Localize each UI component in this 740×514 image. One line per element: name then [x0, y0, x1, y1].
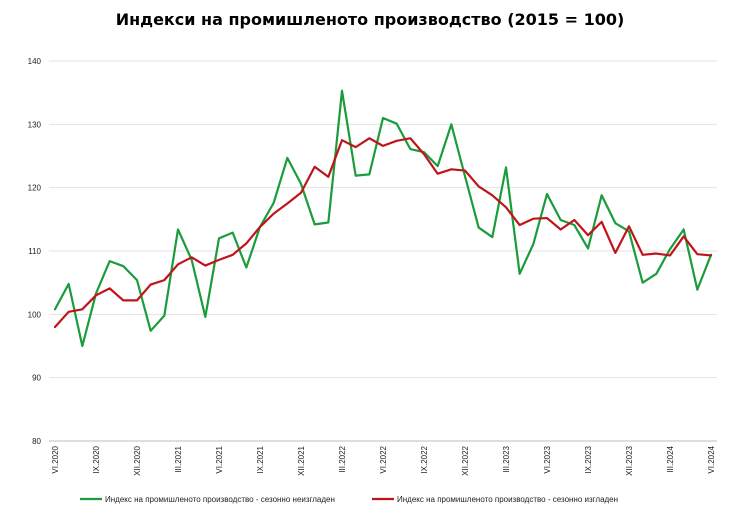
x-tick-label: III.2024 [666, 445, 675, 472]
chart-title: Индекси на промишленото производство (20… [115, 10, 625, 29]
y-axis-ticks: 80 90 100 110 120 130 140 [28, 57, 42, 446]
x-tick-label: XII.2021 [297, 445, 306, 475]
x-tick-label: IX.2023 [584, 445, 593, 473]
x-tick-label: XII.2020 [133, 445, 142, 475]
x-tick-label: VI.2023 [543, 445, 552, 473]
x-tick-label: IX.2022 [420, 445, 429, 473]
x-tick-label: III.2022 [338, 445, 347, 472]
x-tick-label: VI.2021 [215, 445, 224, 473]
legend-label-2: Индекс на промишленото производство - се… [397, 495, 618, 504]
x-tick-label: IX.2020 [92, 445, 101, 473]
x-axis-ticks: VI.2020 IX.2020 XII.2020 III.2021 VI.2021 IX.… [51, 445, 716, 475]
x-tick-label: VI.2022 [379, 445, 388, 473]
y-tick-label-110: 110 [28, 247, 41, 256]
legend: Индекс на промишленото производство - се… [80, 495, 618, 504]
x-tick-label: III.2023 [502, 445, 511, 472]
x-tick-label: IX.2021 [256, 445, 265, 473]
series-line-1 [53, 89, 713, 348]
y-tick-label-120: 120 [28, 184, 42, 193]
x-tick-label: XII.2022 [461, 445, 470, 475]
y-tick-label-130: 130 [28, 120, 42, 129]
legend-label-1: Индекс на промишленото производство - се… [105, 495, 335, 504]
y-tick-label-80: 80 [32, 437, 41, 446]
y-tick-label-140: 140 [28, 57, 42, 66]
x-tick-label: VI.2020 [51, 445, 60, 473]
x-tick-label: XII.2023 [625, 445, 634, 475]
x-tick-label: VI.2024 [707, 445, 716, 473]
y-tick-label-100: 100 [28, 310, 42, 319]
grid-lines [49, 60, 717, 442]
series-line-2 [53, 137, 713, 329]
x-tick-label: III.2021 [174, 445, 183, 472]
y-tick-label-90: 90 [32, 374, 41, 383]
series-lines [53, 89, 713, 348]
